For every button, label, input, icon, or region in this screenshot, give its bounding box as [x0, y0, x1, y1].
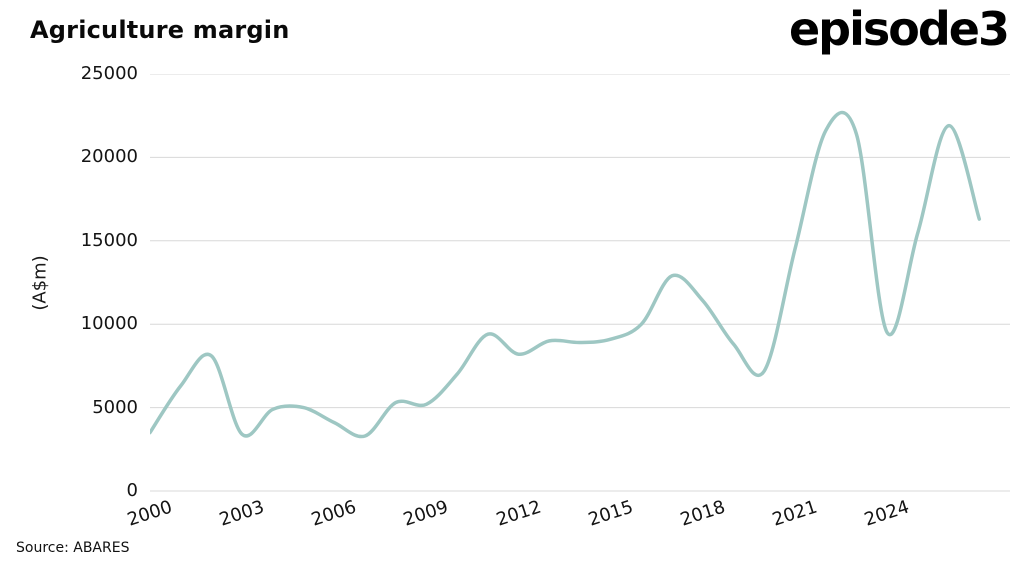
x-tick-label: 2012 — [493, 496, 544, 531]
episode3-logo: episode3 — [788, 2, 1010, 56]
y-tick-label: 15000 — [80, 229, 138, 251]
y-axis-label: (A$m) — [29, 255, 51, 311]
source-note: Source: ABARES — [16, 540, 130, 556]
x-tick-label: 2006 — [309, 496, 360, 531]
x-tick-label: 2024 — [861, 496, 913, 531]
y-tick-label: 25000 — [80, 63, 138, 84]
x-tick-label: 2021 — [769, 496, 820, 531]
x-tick-label: 2015 — [585, 496, 636, 531]
y-tick-label: 20000 — [80, 146, 138, 168]
x-tick-label: 2018 — [677, 496, 728, 531]
series-line-agriculture-margin — [150, 110, 982, 439]
x-tick-label: 2009 — [401, 496, 452, 531]
x-tick-label: 2003 — [216, 496, 268, 531]
y-tick-label: 10000 — [80, 313, 138, 335]
y-tick-label: 5000 — [92, 396, 138, 418]
plot-area — [150, 74, 1010, 492]
chart-title: Agriculture margin — [30, 16, 290, 44]
y-tick-label: 0 — [126, 480, 138, 501]
